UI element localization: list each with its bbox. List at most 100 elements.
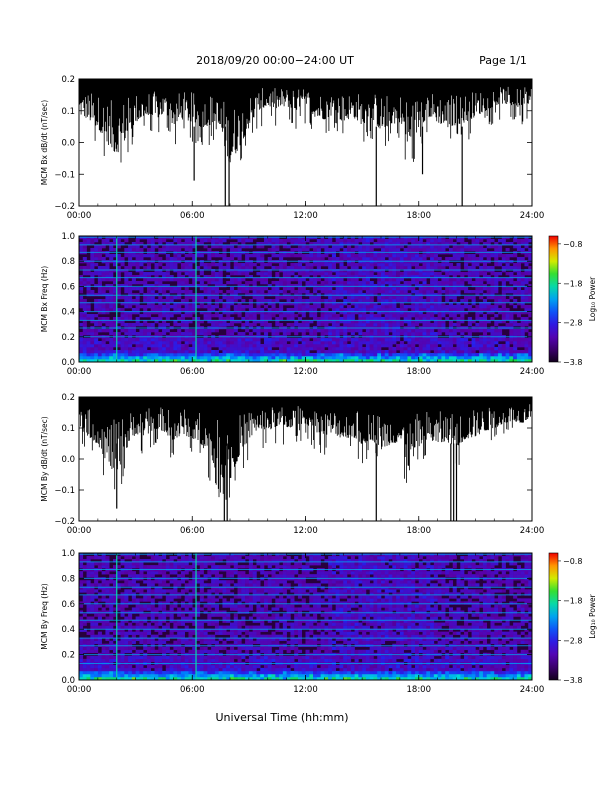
spectrogram-cell xyxy=(233,311,238,315)
spectrogram-cell xyxy=(128,347,133,351)
spectrogram-cell xyxy=(105,655,110,660)
spectrogram-cell xyxy=(86,586,91,590)
spectrogram-cell xyxy=(173,353,178,357)
spectrogram-cell xyxy=(316,269,321,273)
spectrogram-cell xyxy=(248,344,253,348)
spectrogram-cell xyxy=(143,676,148,681)
spectrogram-cell xyxy=(505,308,510,312)
spectrogram-cell xyxy=(94,248,99,252)
spectrogram-cell xyxy=(184,296,189,300)
spectrogram-cell xyxy=(528,257,533,261)
spectrogram-cell xyxy=(448,278,454,282)
spectrogram-cell xyxy=(414,257,420,261)
spectrogram-cell xyxy=(365,308,370,312)
spectrogram-cell xyxy=(165,359,170,363)
spectrogram-cell xyxy=(158,284,163,288)
spectrogram-cell xyxy=(354,344,359,348)
spectrogram-cell xyxy=(192,359,197,363)
spectrogram-cell xyxy=(90,565,95,569)
spectrogram-cell xyxy=(396,278,401,282)
spectrogram-cell xyxy=(513,245,518,249)
spectrogram-cell xyxy=(150,305,155,309)
spectrogram-cell xyxy=(139,329,144,333)
spectrogram-cell xyxy=(188,356,193,360)
spectrogram-cell xyxy=(309,242,314,246)
spectrogram-cell xyxy=(188,275,193,279)
spectrogram-cell xyxy=(464,242,469,246)
spectrogram-cell xyxy=(471,242,476,246)
spectrogram-cell xyxy=(297,299,303,303)
spectrogram-cell xyxy=(460,242,465,246)
spectrogram-cell xyxy=(112,353,118,357)
spectrogram-cell xyxy=(143,613,148,617)
spectrogram-cell xyxy=(112,622,118,626)
spectrogram-cell xyxy=(146,670,152,675)
spectrogram-cell xyxy=(154,613,159,617)
spectrogram-cell xyxy=(528,290,533,294)
spectrogram-cell xyxy=(279,290,284,294)
spectrogram-cell xyxy=(214,293,219,297)
spectrogram-cell xyxy=(452,290,457,294)
spectrogram-cell xyxy=(162,287,167,291)
spectrogram-cell xyxy=(328,275,333,279)
spectrogram-cell xyxy=(358,296,363,300)
spectrogram-cell xyxy=(94,356,99,360)
y-tick-label: 0.0 xyxy=(61,139,75,149)
spectrogram-cell xyxy=(222,239,227,243)
spectrogram-cell xyxy=(199,296,204,300)
spectrogram-cell xyxy=(505,356,510,360)
spectrogram-cell xyxy=(422,284,427,288)
spectrogram-cell xyxy=(388,344,393,348)
spectrogram-cell xyxy=(452,269,457,273)
spectrogram-cell xyxy=(513,329,518,333)
spectrogram-cell xyxy=(343,353,348,357)
spectrogram-cell xyxy=(86,610,91,614)
spectrogram-cell xyxy=(294,248,299,252)
spectrogram-cell xyxy=(131,655,136,660)
spectrogram-cell xyxy=(211,278,216,282)
spectrogram-cell xyxy=(297,281,303,285)
spectrogram-cell xyxy=(135,275,140,279)
spectrogram-cell xyxy=(260,344,265,348)
spectrogram-cell xyxy=(214,356,219,360)
spectrogram-cell xyxy=(377,323,382,327)
spectrogram-cell xyxy=(297,353,303,357)
spectrogram-cell xyxy=(498,302,503,306)
spectrogram-cell xyxy=(128,574,133,578)
spectrogram-cell xyxy=(165,314,170,318)
spectrogram-cell xyxy=(146,583,152,587)
spectrogram-cell xyxy=(154,320,159,324)
spectrogram-cell xyxy=(82,278,87,282)
spectrogram-cell xyxy=(479,257,484,261)
spectrogram-cell xyxy=(460,239,465,243)
spectrogram-cell xyxy=(437,356,442,360)
spectrogram-cell xyxy=(154,293,159,297)
spectrogram-cell xyxy=(214,314,219,318)
spectrogram-cell xyxy=(218,338,223,342)
spectrogram-cell xyxy=(97,302,102,306)
spectrogram-cell xyxy=(290,329,295,333)
spectrogram-cell xyxy=(252,320,257,324)
spectrogram-cell xyxy=(139,290,144,294)
spectrogram-cell xyxy=(120,314,125,318)
spectrogram-cell xyxy=(86,574,91,578)
spectrogram-cell xyxy=(388,302,393,306)
spectrogram-cell xyxy=(471,356,476,360)
spectrogram-cell xyxy=(320,257,325,261)
spectrogram-cell xyxy=(124,269,129,273)
spectrogram-cell xyxy=(297,272,303,276)
spectrogram-cell xyxy=(396,356,401,360)
spectrogram-cell xyxy=(396,320,401,324)
spectrogram-cell xyxy=(86,604,91,608)
spectrogram-cell xyxy=(433,359,438,363)
spectrogram-cell xyxy=(486,266,491,270)
spectrogram-cell xyxy=(124,353,129,357)
spectrogram-cell xyxy=(388,272,393,276)
spectrogram-cell xyxy=(128,281,133,285)
spectrogram-cell xyxy=(86,239,91,243)
spectrogram-cell xyxy=(150,290,155,294)
spectrogram-cell xyxy=(362,308,367,312)
spectrogram-cell xyxy=(135,353,140,357)
spectrogram-cell xyxy=(150,323,155,327)
spectrogram-cell xyxy=(297,302,303,306)
